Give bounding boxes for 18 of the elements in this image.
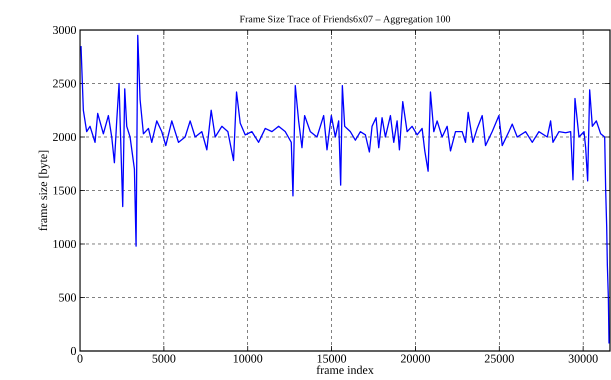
x-tick-label: 10000 — [234, 354, 262, 363]
x-axis-title: frame index — [316, 365, 374, 374]
line-series — [80, 34, 610, 344]
y-tick-label: 2500 — [53, 79, 76, 88]
x-tick-label: 0 — [77, 354, 83, 363]
y-tick-label: 0 — [70, 346, 76, 356]
y-tick-label: 1000 — [54, 240, 76, 248]
x-tick-label: 5000 — [152, 354, 176, 363]
y-tick-label: 2000 — [53, 132, 76, 142]
y-tick-label: 3000 — [53, 26, 76, 34]
x-tick-label: 20000 — [400, 354, 430, 363]
chart-title: Frame Size Trace of Friends6x07 – Aggregation 100 — [240, 15, 450, 24]
y-tick-label: 500 — [59, 293, 76, 302]
y-tick-label: 1500 — [54, 186, 76, 195]
y-axis-title: frame size [byte] — [38, 150, 50, 231]
x-tick-label: 30000 — [568, 354, 598, 363]
x-tick-label: 15000 — [318, 354, 346, 363]
x-tick-label: 25000 — [484, 354, 514, 363]
